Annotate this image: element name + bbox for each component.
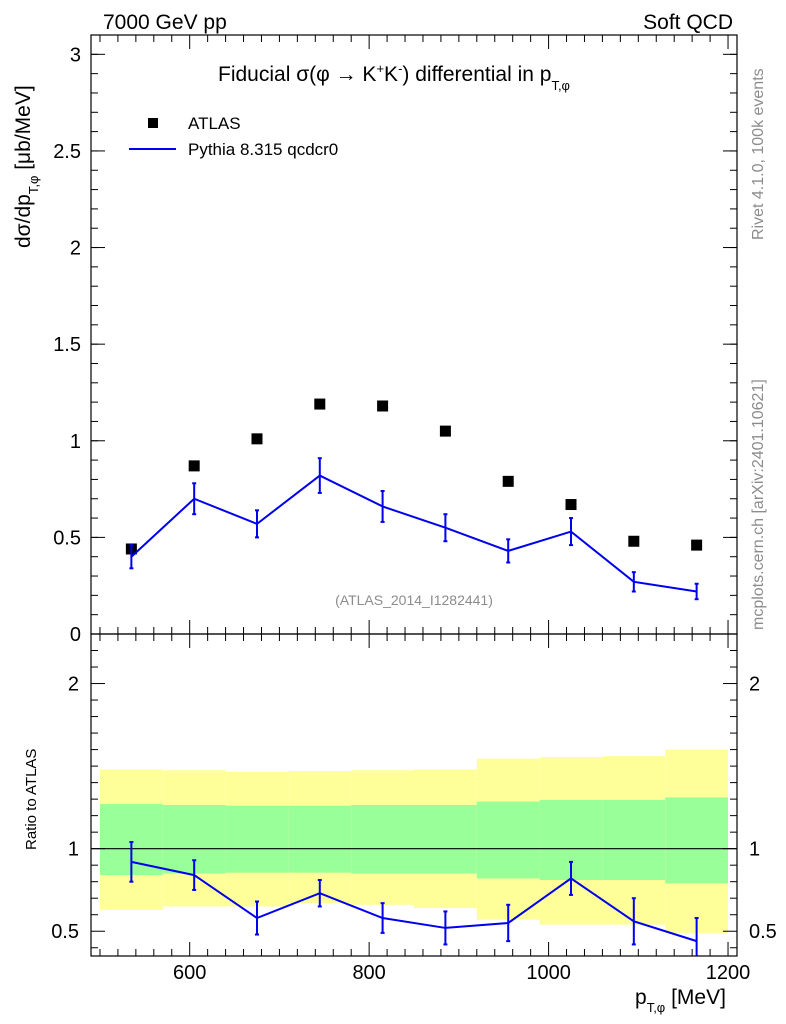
main-ytick-label: 1 (70, 431, 81, 453)
ratio-ytick-label-right: 0.5 (749, 921, 777, 943)
ratio-band-inner (225, 805, 289, 873)
main-ytick-label: 1.5 (53, 334, 81, 356)
main-title: Fiducial σ(φ → K+K-) differential in pT,… (218, 61, 570, 93)
ratio-band-inner (414, 804, 477, 874)
ratio-xtick-label: 600 (173, 962, 206, 984)
legend: ATLAS Pythia 8.315 qcdcr0 (129, 114, 338, 159)
analysis-watermark: (ATLAS_2014_I1282441) (335, 592, 493, 608)
legend-pythia-label: Pythia 8.315 qcdcr0 (188, 140, 338, 159)
header-right: Soft QCD (643, 11, 733, 34)
ratio-band-inner (602, 799, 666, 881)
atlas-point (377, 400, 389, 412)
ratio-ytick-label: 1 (68, 839, 79, 861)
ratio-line (131, 860, 697, 943)
main-panel: 0 0.5 1 1.5 2 2.5 3 Fiducial σ(φ → K+K-) diffe… (12, 34, 738, 646)
atlas-point (251, 433, 263, 445)
ratio-xtick-label: 1000 (526, 962, 571, 984)
legend-atlas-marker (148, 118, 158, 128)
mcplots-label: mcplots.cern.ch [arXiv:2401.10621] (750, 379, 767, 630)
ratio-band-inner (351, 804, 414, 874)
ratio-xlabel: pT,φ [MeV] (635, 986, 726, 1015)
legend-atlas-label: ATLAS (188, 114, 241, 133)
atlas-point (439, 425, 451, 437)
ratio-xtick-label: 1200 (706, 962, 751, 984)
main-ytick-label: 2 (70, 238, 81, 260)
ratio-band-inner (476, 801, 540, 879)
header-left: 7000 GeV pp (103, 11, 227, 34)
ratio-band-inner (288, 805, 352, 873)
main-ytick-label: 2.5 (53, 141, 81, 163)
atlas-point (565, 499, 577, 511)
atlas-point (691, 539, 703, 551)
ratio-ylabel: Ratio to ATLAS (23, 749, 40, 850)
atlas-point (314, 398, 326, 410)
main-ytick-label: 0.5 (53, 527, 81, 549)
ratio-ytick-label-right: 1 (749, 839, 760, 861)
atlas-point (502, 475, 514, 487)
pythia-line (130, 474, 697, 593)
ratio-ytick-label: 2 (68, 674, 79, 696)
ratio-frame (90, 633, 738, 957)
atlas-point (188, 460, 200, 472)
ratio-ytick-label: 0.5 (51, 921, 79, 943)
main-ylabel: dσ/dpT,φ [μb/MeV] (12, 85, 41, 248)
ratio-ytick-label-right: 2 (749, 674, 760, 696)
main-ytick-label: 3 (70, 44, 81, 66)
ratio-band-inner (665, 797, 729, 884)
atlas-point (628, 535, 640, 547)
rivet-label: Rivet 4.1.0, 100k events (750, 68, 767, 240)
main-ytick-label: 0 (70, 624, 81, 646)
ratio-xtick-label: 800 (352, 962, 385, 984)
